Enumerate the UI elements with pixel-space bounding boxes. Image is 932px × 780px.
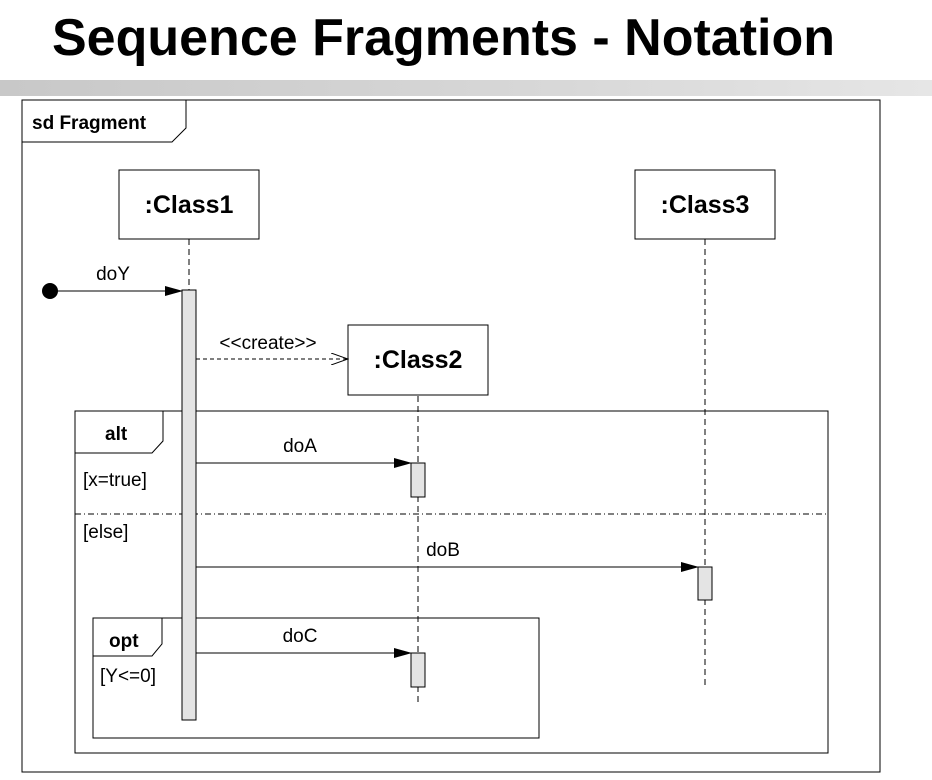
alt-guard-else: [else] [83,522,128,543]
class1-label: :Class1 [145,191,234,219]
opt-guard: [Y<=0] [100,666,156,687]
class2-label: :Class2 [374,346,463,374]
class3-lifeline-head [634,169,776,240]
message-create-label: <<create>> [219,333,316,354]
class2-activation-doC [410,652,426,688]
class2-lifeline-head [347,324,489,396]
opt-fragment-tab [93,618,163,657]
sd-frame-label: sd Fragment [32,113,147,134]
class3-label: :Class3 [661,191,750,219]
alt-fragment [74,410,829,754]
message-doB-label: doB [426,540,460,561]
alt-fragment-tab [75,411,164,454]
slide-title: Sequence Fragments - Notation [52,9,835,67]
sd-frame-label-tab [22,100,187,143]
sd-frame [21,99,881,773]
class1-lifeline-head [118,169,260,240]
message-doA-label: doA [283,436,317,457]
class1-activation-bar [181,289,197,721]
opt-keyword: opt [109,631,139,652]
title-divider-bar [0,80,932,96]
message-doY-label: doY [96,264,130,285]
class2-activation-doA [410,462,426,498]
message-doC-label: doC [283,626,318,647]
opt-fragment [92,617,540,739]
class3-activation-doB [697,566,713,601]
alt-keyword: alt [105,424,128,445]
alt-guard-true: [x=true] [83,470,147,491]
